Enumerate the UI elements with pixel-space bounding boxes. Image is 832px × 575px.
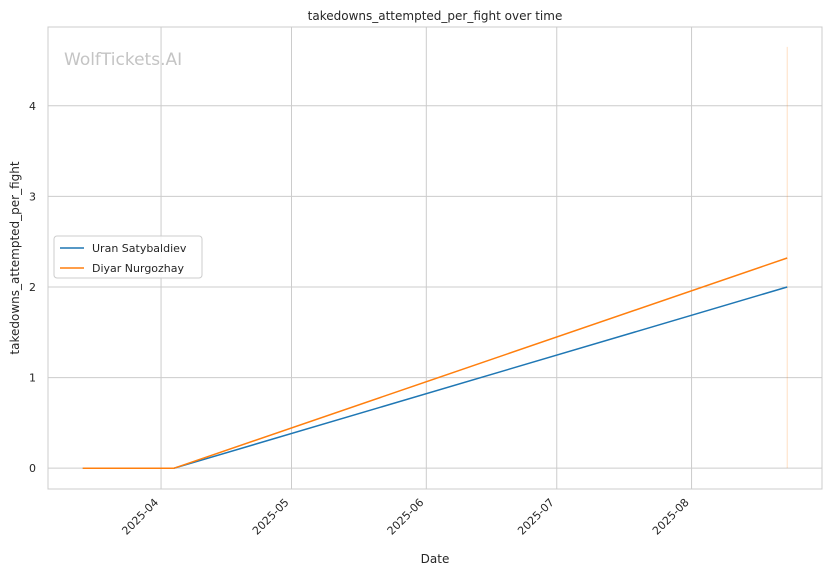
y-tick-label: 1 <box>29 372 36 385</box>
x-tick-label: 2025-07 <box>515 496 557 538</box>
y-tick-label: 0 <box>29 462 36 475</box>
legend-items: Uran Satybaldiev Diyar Nurgozhay <box>60 242 187 275</box>
y-axis-label: takedowns_attempted_per_fight <box>8 161 22 354</box>
series-line-2 <box>82 257 788 469</box>
legend: Uran Satybaldiev Diyar Nurgozhay <box>53 235 203 279</box>
y-axis-ticks: 0 1 2 3 4 <box>29 100 36 475</box>
grid-lines <box>48 27 822 489</box>
legend-label: Uran Satybaldiev <box>92 242 187 255</box>
x-tick-label: 2025-04 <box>119 496 161 538</box>
series-lines <box>82 257 788 469</box>
legend-label: Diyar Nurgozhay <box>92 262 185 275</box>
chart-title: takedowns_attempted_per_fight over time <box>308 9 563 23</box>
y-tick-label: 4 <box>29 100 36 113</box>
y-tick-label: 3 <box>29 190 36 203</box>
x-axis-label: Date <box>421 552 450 566</box>
x-tick-label: 2025-08 <box>650 496 692 538</box>
watermark: WolfTickets.AI <box>64 50 182 70</box>
x-axis-ticks: 2025-04 2025-05 2025-06 2025-07 2025-08 <box>119 496 691 538</box>
legend-box <box>53 235 203 279</box>
x-tick-label: 2025-05 <box>250 496 292 538</box>
y-tick-label: 2 <box>29 281 36 294</box>
x-tick-label: 2025-06 <box>385 496 427 538</box>
